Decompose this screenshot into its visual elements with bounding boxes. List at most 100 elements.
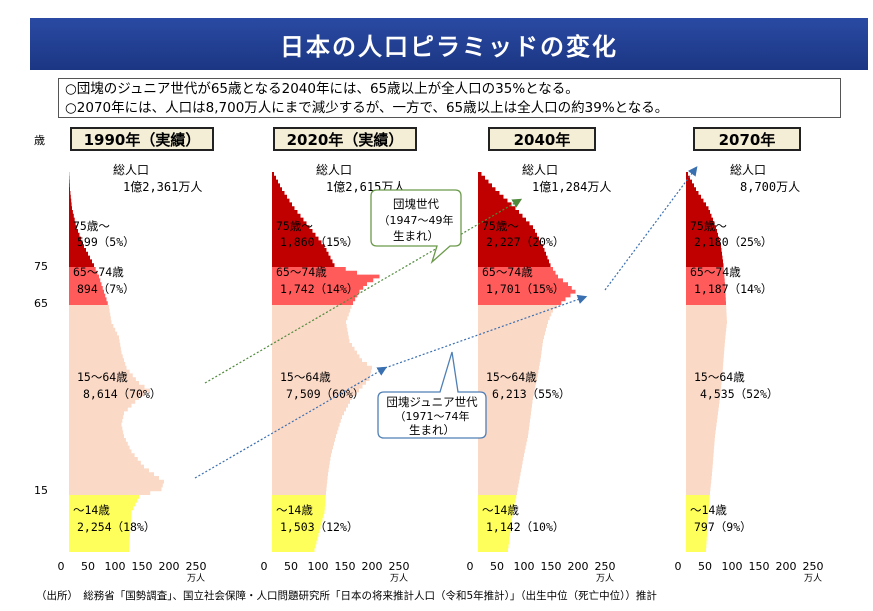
x-tick-2-2: 100 (514, 560, 535, 573)
age-0-14-band-1 (272, 495, 326, 552)
x-tick-3-3: 150 (749, 560, 770, 573)
dankai-label-line-2: （1947～49年 (379, 213, 454, 227)
age-65-74-band-0 (69, 267, 108, 305)
junior-arrow-3 (604, 166, 698, 291)
age-0-14-band-0 (69, 495, 151, 552)
x-tick-0-0: 0 (58, 560, 65, 573)
group-label-1-2: 15～64歳 (280, 370, 331, 384)
age-65-74-band-2 (478, 267, 576, 305)
age-75-plus-band-3 (686, 172, 724, 267)
year-label-2040: 2040年 (488, 127, 596, 151)
junior-arrow-2 (384, 294, 588, 369)
group-label-0-2: 15～64歳 (77, 370, 128, 384)
age-0-14-band-2 (478, 495, 517, 552)
dankai-label-line-3: 生まれ） (393, 229, 439, 243)
group-label-3-3: ～14歳 (690, 503, 727, 517)
group-label-3-2: 15～64歳 (694, 370, 745, 384)
x-unit-3: 万人 (804, 573, 822, 584)
x-tick-0-1: 50 (81, 560, 95, 573)
dankai-label-line-1: 団塊世代 (393, 197, 439, 211)
x-unit-0: 万人 (187, 573, 205, 584)
group-value-3-2: 4,535（52%） (700, 387, 778, 401)
age-15-64-band-0 (69, 305, 164, 495)
x-tick-3-2: 100 (722, 560, 743, 573)
group-label-3-0: 75歳～ (690, 219, 727, 233)
summary-line-2: ○2070年には、人口は8,700万人にまで減少するが、一方で、65歳以上は全人… (65, 100, 669, 116)
age-15-64-band-2 (478, 305, 562, 495)
page-title: 日本の人口ピラミッドの変化 (280, 32, 618, 61)
group-value-0-0: 599（5%） (77, 235, 135, 249)
x-tick-2-1: 50 (490, 560, 504, 573)
x-tick-3-0: 0 (675, 560, 682, 573)
group-value-1-3: 1,503（12%） (280, 520, 358, 534)
junior-label-line-3: 生まれ） (409, 423, 455, 437)
x-unit-2: 万人 (596, 573, 614, 584)
group-value-0-2: 8,614（70%） (83, 387, 161, 401)
x-tick-1-0: 0 (261, 560, 268, 573)
year-label-2020: 2020年（実績） (273, 127, 417, 151)
group-value-0-1: 894（7%） (77, 282, 135, 296)
x-tick-1-5: 250 (389, 560, 410, 573)
y-tick-65: 65 (34, 297, 48, 310)
x-tick-2-0: 0 (467, 560, 474, 573)
age-65-74-band-3 (686, 267, 726, 305)
age-15-64-band-3 (686, 305, 727, 495)
junior-label-line-1: 団塊ジュニア世代 (386, 395, 478, 409)
x-tick-1-2: 100 (308, 560, 329, 573)
junior-callout: 団塊ジュニア世代 （1971～74年 生まれ） (377, 351, 487, 439)
age-75-plus-band-2 (478, 172, 551, 267)
dankai-arrow (204, 198, 523, 384)
group-label-0-3: ～14歳 (73, 503, 110, 517)
group-value-2-3: 1,142（10%） (486, 520, 564, 534)
group-value-3-3: 797（9%） (694, 520, 752, 534)
group-value-2-2: 6,213（55%） (492, 387, 570, 401)
source-note: （出所） 総務省「国勢調査」、国立社会保障・人口問題研究所「日本の将来推計人口（… (36, 590, 657, 602)
group-value-0-3: 2,254（18%） (77, 520, 155, 534)
group-label-1-1: 65～74歳 (276, 265, 327, 279)
year-label-1990: 1990年（実績） (70, 127, 214, 151)
dankai-callout: 団塊世代 （1947～49年 生まれ） (370, 189, 462, 265)
total-value-0: 1億2,361万人 (123, 180, 202, 194)
x-tick-2-5: 250 (595, 560, 616, 573)
x-tick-0-2: 100 (105, 560, 126, 573)
junior-label-line-2: （1971～74年 (395, 409, 470, 423)
y-tick-75: 75 (34, 260, 48, 273)
x-unit-1: 万人 (390, 573, 408, 584)
x-tick-3-1: 50 (698, 560, 712, 573)
group-label-2-3: ～14歳 (482, 503, 519, 517)
junior-arrow-1 (194, 366, 388, 479)
group-label-1-3: ～14歳 (276, 503, 313, 517)
y-axis-unit-label: 歳 (34, 134, 45, 147)
group-label-2-0: 75歳～ (482, 219, 519, 233)
total-label-3: 総人口 (730, 163, 766, 177)
group-value-1-2: 7,509（60%） (286, 387, 364, 401)
y-tick-15: 15 (34, 484, 48, 497)
group-value-2-0: 2,227（20%） (486, 235, 564, 249)
summary-box: ○団塊のジュニア世代が65歳となる2040年には、65歳以上が全人口の35%とな… (58, 78, 841, 118)
total-label-1: 総人口 (316, 163, 352, 177)
x-tick-0-3: 150 (132, 560, 153, 573)
group-label-1-0: 75歳～ (276, 219, 313, 233)
age-65-74-band-1 (272, 267, 380, 305)
group-value-3-0: 2,180（25%） (694, 235, 772, 249)
x-tick-1-1: 50 (284, 560, 298, 573)
group-label-2-1: 65～74歳 (482, 265, 533, 279)
x-tick-0-4: 200 (159, 560, 180, 573)
x-tick-3-4: 200 (776, 560, 797, 573)
group-label-3-1: 65～74歳 (690, 265, 741, 279)
group-value-1-1: 1,742（14%） (280, 282, 358, 296)
age-15-64-band-1 (272, 305, 372, 495)
age-75-plus-band-0 (69, 172, 94, 267)
age-75-plus-band-1 (272, 172, 335, 267)
title-banner: 日本の人口ピラミッドの変化 (30, 18, 868, 70)
total-value-3: 8,700万人 (740, 180, 800, 194)
group-label-0-0: 75歳～ (73, 219, 110, 233)
age-0-14-band-3 (686, 495, 710, 552)
x-tick-1-3: 150 (335, 560, 356, 573)
group-value-3-1: 1,187（14%） (694, 282, 772, 296)
x-tick-2-4: 200 (568, 560, 589, 573)
x-tick-3-5: 250 (803, 560, 824, 573)
group-value-2-1: 1,701（15%） (486, 282, 564, 296)
group-label-2-2: 15～64歳 (486, 370, 537, 384)
